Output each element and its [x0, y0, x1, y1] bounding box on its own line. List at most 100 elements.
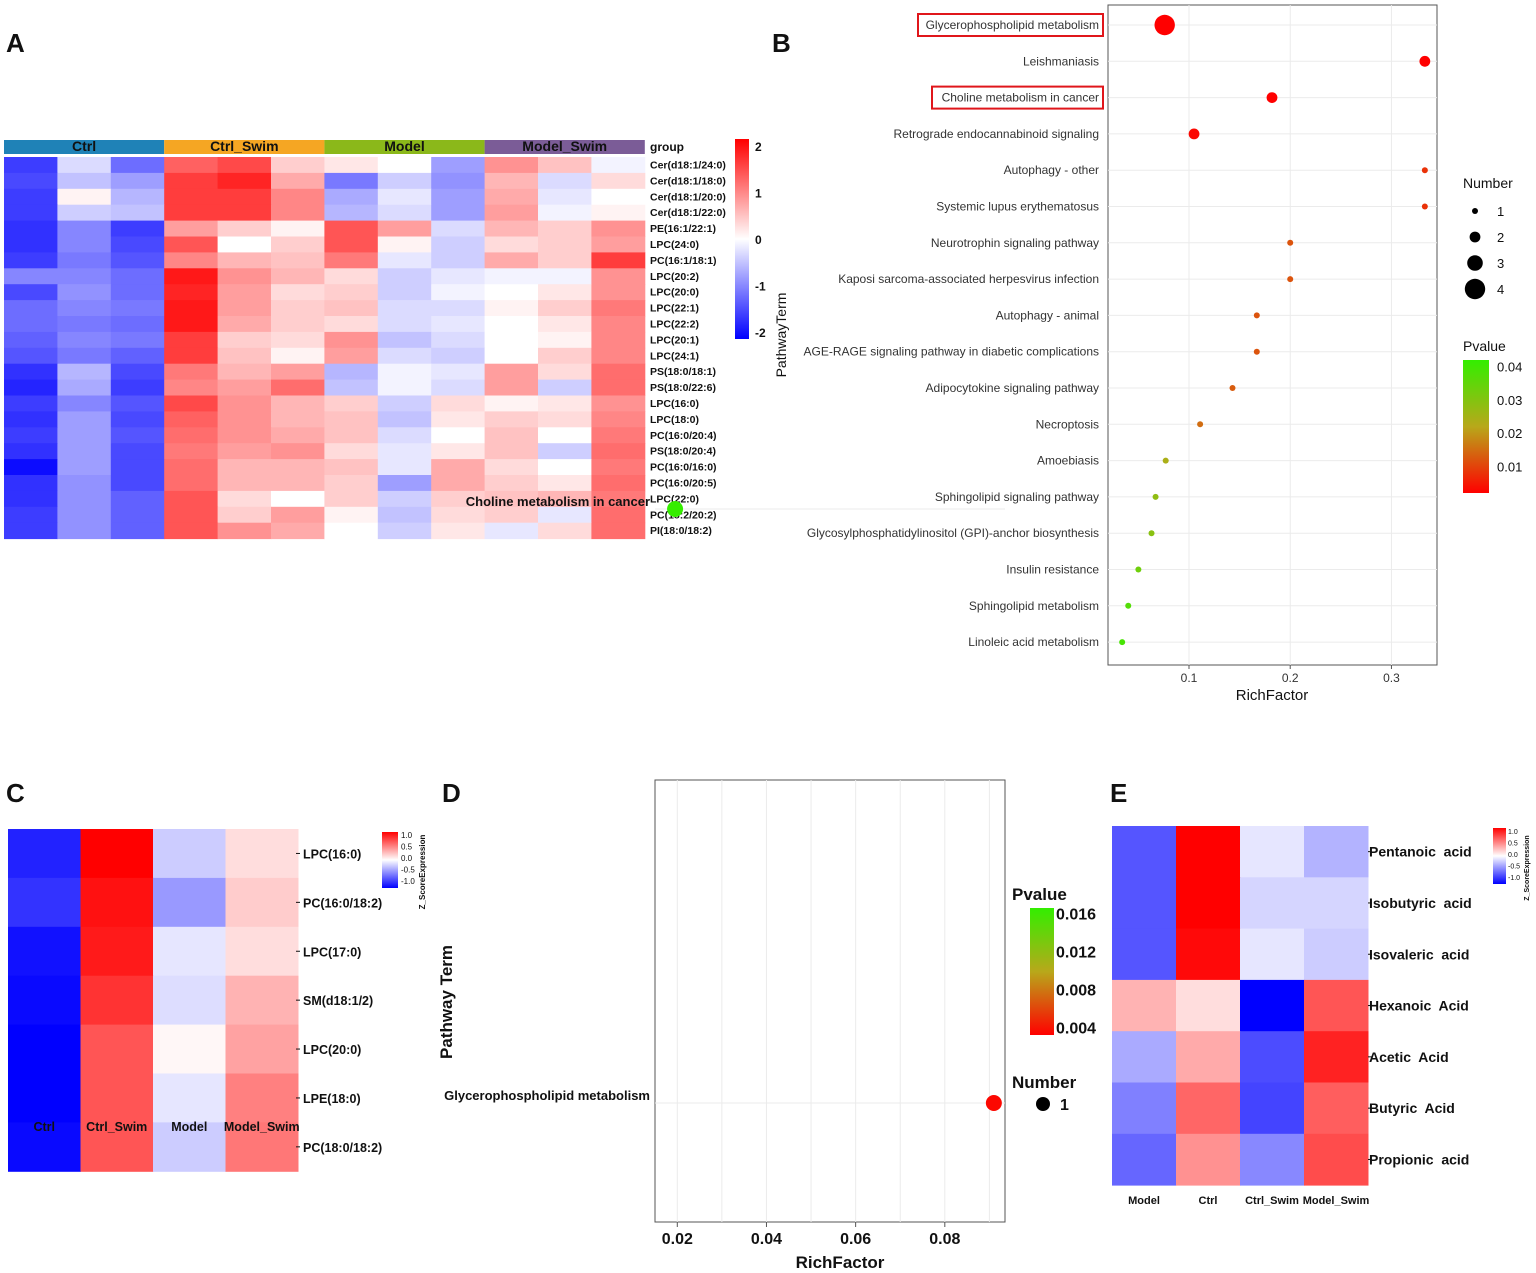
heatmap-cell — [271, 268, 325, 285]
row-label: PC(16:1/18:1) — [650, 255, 717, 267]
column-label: Model — [1128, 1195, 1160, 1207]
heatmap-cell — [377, 427, 432, 444]
group-bar-label: Ctrl_Swim — [210, 138, 278, 154]
heatmap-cell — [80, 829, 154, 879]
heatmap-cell — [324, 411, 379, 428]
heatmap-cell — [1304, 928, 1369, 981]
data-point — [1154, 14, 1175, 36]
color-legend-tick: 0.04 — [1497, 360, 1522, 375]
heatmap-cell — [4, 395, 58, 412]
heatmap-cell — [324, 459, 379, 476]
heatmap-cell — [431, 252, 486, 269]
panel-d-bubble-chart: Choline metabolism in cancer Glycerophosp… — [437, 494, 1096, 1272]
heatmap-cell — [4, 316, 58, 333]
heatmap-cell — [110, 236, 165, 253]
heatmap-cell — [271, 236, 325, 253]
heatmap-cell — [164, 459, 219, 476]
heatmap-cell — [431, 522, 486, 540]
heatmap-cell — [377, 506, 432, 524]
heatmap-cell — [377, 172, 432, 190]
heatmap-cell — [538, 506, 592, 524]
heatmap-cell — [217, 475, 272, 492]
heatmap-cell — [4, 157, 58, 174]
data-point — [1119, 639, 1126, 646]
heatmap-cell — [271, 427, 325, 444]
panel-letter-c: C — [6, 778, 25, 808]
heatmap-cell — [591, 443, 646, 460]
data-point — [985, 1095, 1002, 1111]
heatmap-cell — [217, 220, 272, 237]
color-legend-tick: -1.0 — [1508, 875, 1520, 882]
panel-letter-d: D — [442, 778, 461, 808]
column-label: Ctrl — [1199, 1195, 1218, 1207]
heatmap-cell — [1240, 1082, 1305, 1135]
heatmap-cell — [225, 1073, 299, 1123]
row-label: Cer(d18:1/22:0) — [650, 207, 726, 219]
heatmap-cell — [324, 490, 379, 508]
heatmap-cell — [57, 300, 112, 317]
heatmap-cell — [538, 427, 592, 444]
heatmap-cell — [591, 204, 646, 222]
heatmap-cell — [431, 188, 486, 206]
heatmap-cell — [1240, 928, 1305, 981]
heatmap-cell — [377, 236, 432, 253]
heatmap-cell — [4, 347, 58, 365]
pathway-term-label: Linoleic acid metabolism — [968, 635, 1099, 649]
heatmap-cell — [164, 157, 219, 174]
highlight-box — [931, 85, 1104, 110]
heatmap-cell — [164, 363, 219, 381]
column-label: Ctrl_Swim — [86, 1120, 147, 1134]
heatmap-cell — [110, 300, 165, 317]
heatmap-cell — [4, 379, 58, 396]
heatmap-cell — [1176, 877, 1241, 930]
heatmap-cell — [431, 331, 486, 349]
color-legend-tick: -0.5 — [401, 866, 415, 875]
heatmap-cell — [217, 347, 272, 365]
heatmap-cell — [377, 204, 432, 222]
heatmap-cell — [1304, 979, 1369, 1032]
heatmap-cell — [1240, 1133, 1305, 1186]
heatmap-cell — [271, 204, 325, 222]
data-point — [1188, 128, 1200, 140]
heatmap-cell — [80, 1122, 154, 1172]
color-legend-title: Pvalue — [1012, 885, 1067, 904]
heatmap-cell — [431, 379, 486, 396]
heatmap-cell — [377, 331, 432, 349]
color-legend-tick: -2 — [755, 326, 766, 340]
group-bar-ctrl — [4, 140, 165, 154]
row-label: LPC(22:0) — [650, 493, 699, 505]
data-point — [1421, 203, 1428, 210]
size-legend-dot — [1472, 208, 1478, 214]
heatmap-cell — [217, 363, 272, 381]
heatmap-cell — [271, 220, 325, 237]
heatmap-cell — [591, 157, 646, 174]
heatmap-cell — [591, 459, 646, 476]
heatmap-cell — [80, 1024, 154, 1074]
size-legend-dot — [1469, 231, 1481, 243]
heatmap-cell — [271, 490, 325, 508]
heatmap-cell — [377, 316, 432, 333]
heatmap-cell — [324, 379, 379, 396]
color-legend-bar — [1493, 828, 1506, 884]
heatmap-cell — [271, 157, 325, 174]
heatmap-cell — [377, 475, 432, 492]
panel-letter-a: A — [6, 28, 25, 58]
heatmap-cell — [591, 172, 646, 190]
color-legend-tick: 0.012 — [1056, 945, 1096, 962]
heatmap-cell — [8, 877, 81, 928]
heatmap-cell — [591, 395, 646, 412]
heatmap-cell — [164, 204, 219, 222]
heatmap-cell — [324, 268, 379, 285]
heatmap-cell — [217, 188, 272, 206]
heatmap-cell — [57, 157, 112, 174]
heatmap-cell — [4, 475, 58, 492]
heatmap-cell — [110, 220, 165, 237]
heatmap-cell — [57, 268, 112, 285]
size-legend-label: 1 — [1060, 1097, 1069, 1114]
heatmap-cell — [57, 284, 112, 301]
row-label: LPC(20:1) — [650, 334, 699, 346]
pathway-term-label: Autophagy - animal — [996, 308, 1099, 322]
pathway-term-label: Sphingolipid signaling pathway — [935, 490, 1099, 504]
heatmap-cell — [431, 363, 486, 381]
heatmap-cell — [431, 204, 486, 222]
